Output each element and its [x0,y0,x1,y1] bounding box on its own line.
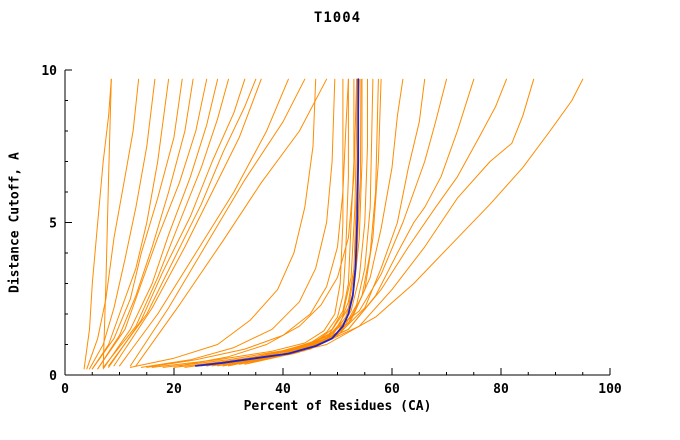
model-curve [140,78,336,368]
x-tick-label: 0 [61,382,69,397]
model-curve [91,78,170,370]
x-axis-label: Percent of Residues (CA) [243,399,432,414]
model-curve [206,78,447,367]
y-tick-label: 10 [41,64,57,79]
model-curve [102,78,112,368]
model-curve [113,78,262,367]
model-curve [97,78,208,370]
model-curve [135,78,328,367]
y-tick-label: 5 [49,217,57,232]
model-curve [129,78,306,367]
model-curve [195,78,358,367]
model-curve [249,78,584,364]
model-curve [91,78,183,370]
model-curve [200,78,363,367]
model-curve [102,78,229,368]
model-curve [97,78,194,370]
highlight-curve [194,78,360,367]
x-tick-label: 20 [166,382,182,397]
model-curve [119,78,289,367]
model-curve [108,78,246,368]
model-curve [162,78,349,368]
x-tick-label: 60 [384,382,400,397]
chart-title: T1004 [313,10,362,26]
model-curve [108,78,257,367]
model-curve [83,78,112,370]
model-curve [86,78,140,370]
model-curve [217,78,404,367]
model-curve [222,78,507,367]
model-curve [233,78,535,365]
model-curve [238,78,475,365]
x-tick-label: 100 [598,382,622,397]
model-curve [146,78,349,368]
x-tick-label: 40 [275,382,291,397]
model-curve [151,78,344,368]
model-curve [89,78,156,370]
x-tick-label: 80 [493,382,509,397]
model-curve [178,78,358,367]
model-curve [102,78,219,370]
y-tick-label: 0 [49,369,57,384]
model-curve [129,78,317,368]
